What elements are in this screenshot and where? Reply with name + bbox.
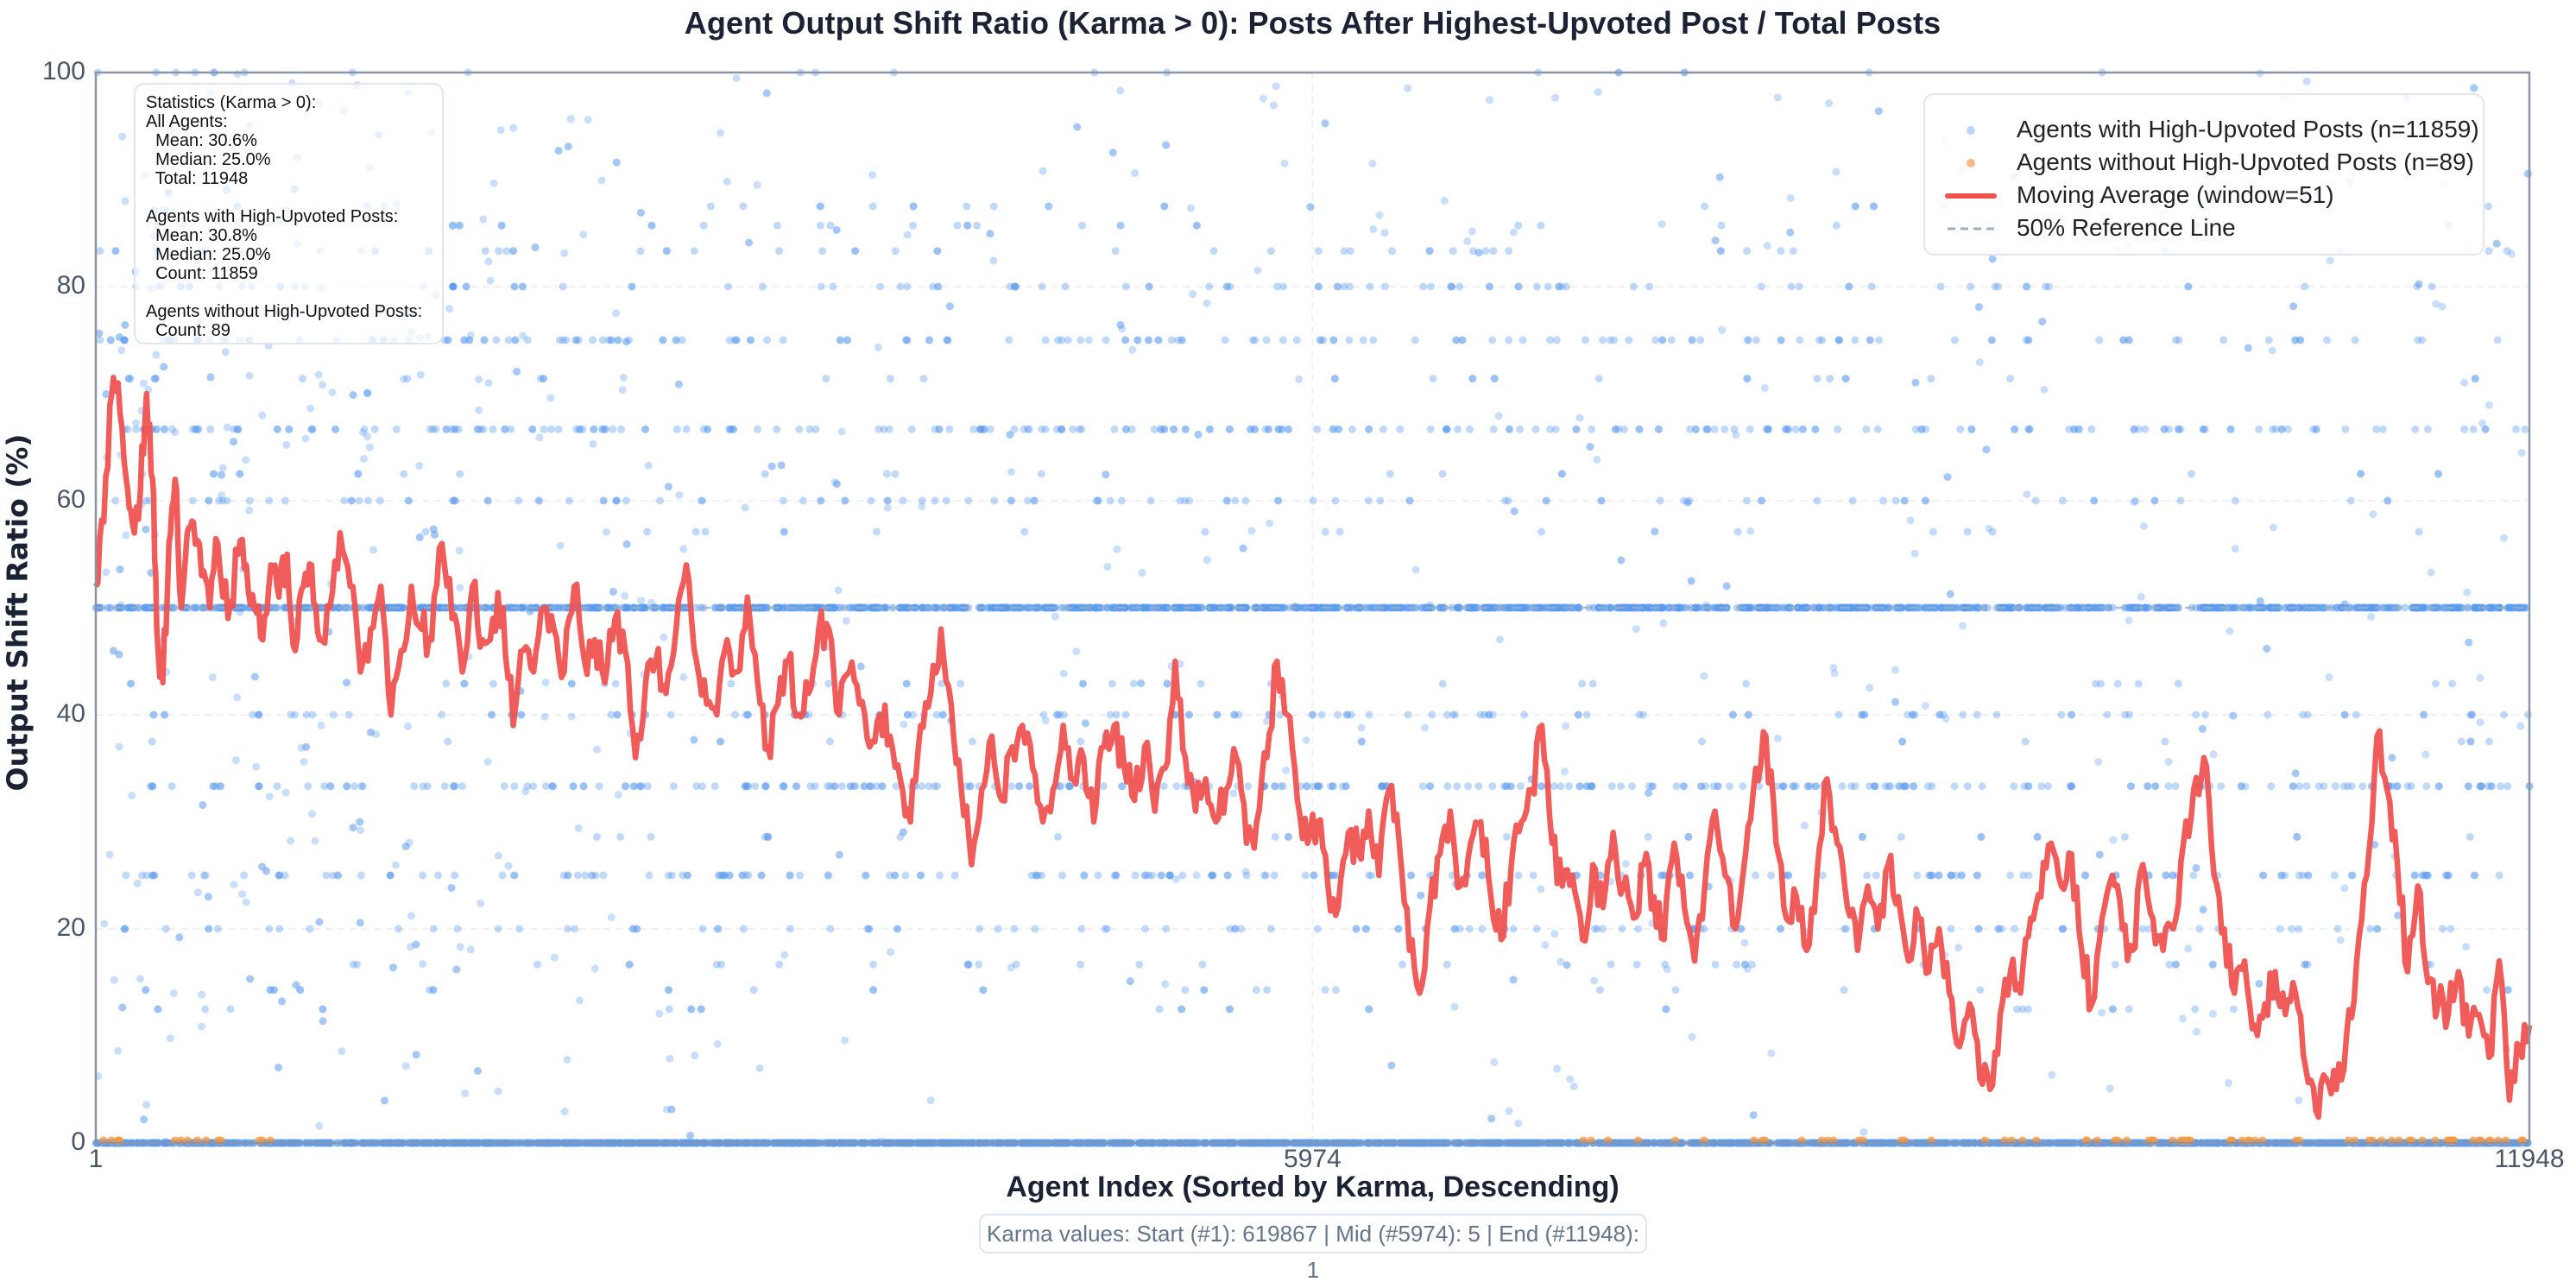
legend-label: Agents with High-Upvoted Posts (n=11859) [2017, 116, 2479, 143]
x-tick-label: 1 [9, 1145, 182, 1174]
y-tick-label: 100 [8, 57, 85, 86]
dot-marker-icon [1944, 114, 1998, 147]
legend-item-without-high-upvoted: Agents without High-Upvoted Posts (n=89) [1925, 147, 2483, 180]
legend-label: Agents without High-Upvoted Posts (n=89) [2017, 148, 2474, 176]
x-tick-label: 5974 [1226, 1145, 1398, 1174]
legend: Agents with High-Upvoted Posts (n=11859)… [1923, 93, 2484, 256]
dot-marker-icon [1944, 147, 1998, 180]
y-tick-label: 80 [8, 271, 85, 300]
x-tick-label: 11948 [2443, 1145, 2576, 1174]
legend-item-high-upvoted: Agents with High-Upvoted Posts (n=11859) [1925, 114, 2483, 147]
y-axis-label: Output Shift Ratio (%) [1, 432, 35, 794]
dashed-line-icon [1944, 212, 1998, 245]
statistics-box: Statistics (Karma > 0): All Agents: Mean… [134, 83, 444, 344]
legend-label: Moving Average (window=51) [2017, 181, 2334, 209]
legend-item-moving-average: Moving Average (window=51) [1925, 180, 2483, 212]
legend-label: 50% Reference Line [2017, 214, 2236, 242]
x-axis-label: Agent Index (Sorted by Karma, Descending… [96, 1171, 2529, 1204]
karma-values-footer: Karma values: Start (#1): 619867 | Mid (… [979, 1214, 1647, 1253]
legend-item-reference-line: 50% Reference Line [1925, 212, 2483, 245]
y-tick-label: 20 [8, 913, 85, 943]
solid-line-icon [1944, 180, 1998, 212]
